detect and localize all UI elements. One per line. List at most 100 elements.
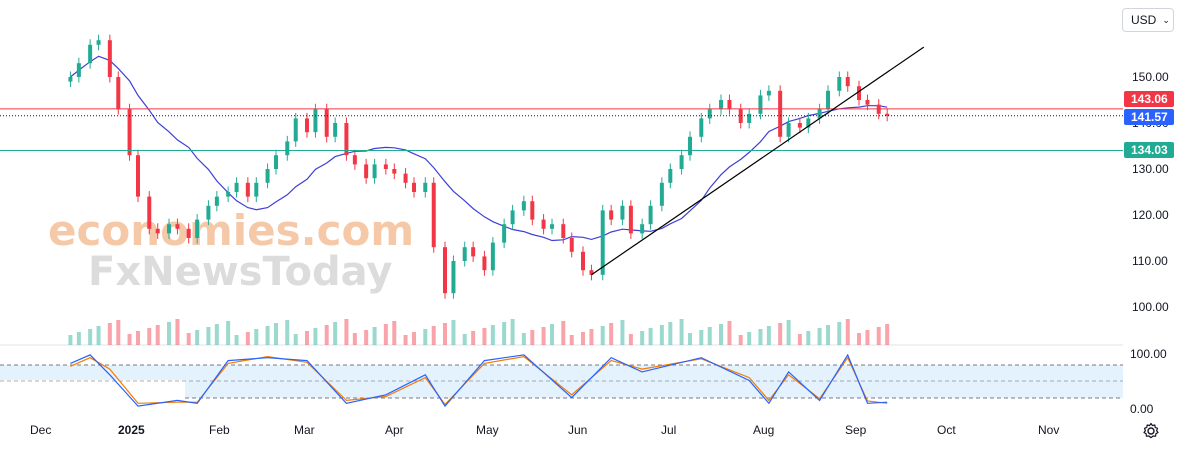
candle-body [127,109,132,156]
volume-bar [817,328,822,345]
candle-body [589,270,594,275]
x-axis-label: Jul [661,423,676,437]
volume-bar [265,326,270,345]
candle-body [324,109,329,137]
gear-icon[interactable] [1142,422,1160,440]
volume-bar [482,328,487,345]
resistance-price-tag: 143.06 [1124,91,1174,107]
volume-bar [727,321,732,345]
candle-body [392,169,397,174]
levels [0,46,1123,276]
x-axis-label: Feb [209,423,230,437]
candle-body [313,109,318,133]
candle-body [352,155,357,165]
volume-bar [88,329,93,345]
volume-bar [845,319,850,345]
volume-bar [313,328,318,345]
volume-bar [116,320,121,345]
volume-bar [166,322,171,345]
volume-bar [214,324,219,345]
candle-body [620,205,625,220]
candle-body [293,118,298,142]
volume-bar [786,320,791,345]
candle-body [333,123,338,137]
candle-body [166,224,171,234]
candle-body [372,164,377,179]
candle-body [521,201,526,211]
volume-bar [659,325,664,345]
volume-bar [648,328,653,345]
volume-bar [372,327,377,345]
volume-bar [530,330,535,345]
candle-body [845,77,850,87]
x-axis-label: Aug [753,423,774,437]
stochastic [70,353,888,408]
volume-bar [285,320,290,345]
candle-body [510,210,515,225]
candle-body [766,90,771,96]
candle-body [285,141,290,156]
candle-body [569,238,574,252]
volume-bar [876,327,881,345]
currency-select[interactable]: USD ⌄ [1122,8,1174,32]
volume-bar [688,333,693,345]
volume-bar [679,319,684,345]
candle-body [274,155,279,169]
price-axis-label: 150.00 [1132,70,1169,84]
candle-body [226,192,231,197]
x-axis-label: Nov [1038,423,1059,437]
volume-bar [127,334,132,345]
last-price-tag: 141.57 [1124,109,1174,125]
candle-body [806,118,811,128]
volume-bar [569,335,574,345]
volume-bar [403,335,408,345]
volume-bar [550,324,555,345]
volume-bar [352,333,357,345]
volume-bar [147,328,152,345]
candle-body [738,109,743,123]
volume-bar [324,325,329,345]
candle-body [68,77,73,82]
candle-body [482,256,487,271]
x-axis-label: Dec [30,423,51,437]
volume-bar [758,329,763,345]
candle-body [76,63,81,77]
candle-body [234,182,239,192]
volume-bar [719,324,724,345]
candle-body [541,219,546,229]
candle-body [195,219,200,238]
volume-bar [620,320,625,345]
volume-bar [155,325,160,345]
stoch-k-line [70,353,888,408]
svg-text:141.57: 141.57 [1131,110,1168,124]
volume-bar [293,334,298,345]
candle-body [175,224,180,229]
volume-bar [668,322,673,345]
volume-bar [738,335,743,345]
candle-body [659,182,664,206]
candle-body [265,169,270,183]
candle-body [155,228,160,234]
candle-body [344,123,349,156]
volume-bar [226,321,231,345]
candle-body [412,182,417,192]
volume-bar [175,319,180,345]
volume-bar [521,333,526,345]
volume-bar [766,326,771,345]
volume-bar [451,320,456,345]
volume-bar [837,322,842,345]
volume-bar [561,321,566,345]
x-axis-label: May [476,423,499,437]
volume-bar [383,324,388,345]
volume-bar [206,327,211,345]
volume-bar [136,331,141,345]
candle-body [668,169,673,183]
x-axis-label: Jun [568,423,587,437]
volume-bar [344,319,349,345]
volume-bar [68,335,73,345]
volume-bar [806,331,811,345]
volume-bar [885,324,890,345]
currency-label: USD [1131,13,1157,27]
volume-bar [195,330,200,345]
